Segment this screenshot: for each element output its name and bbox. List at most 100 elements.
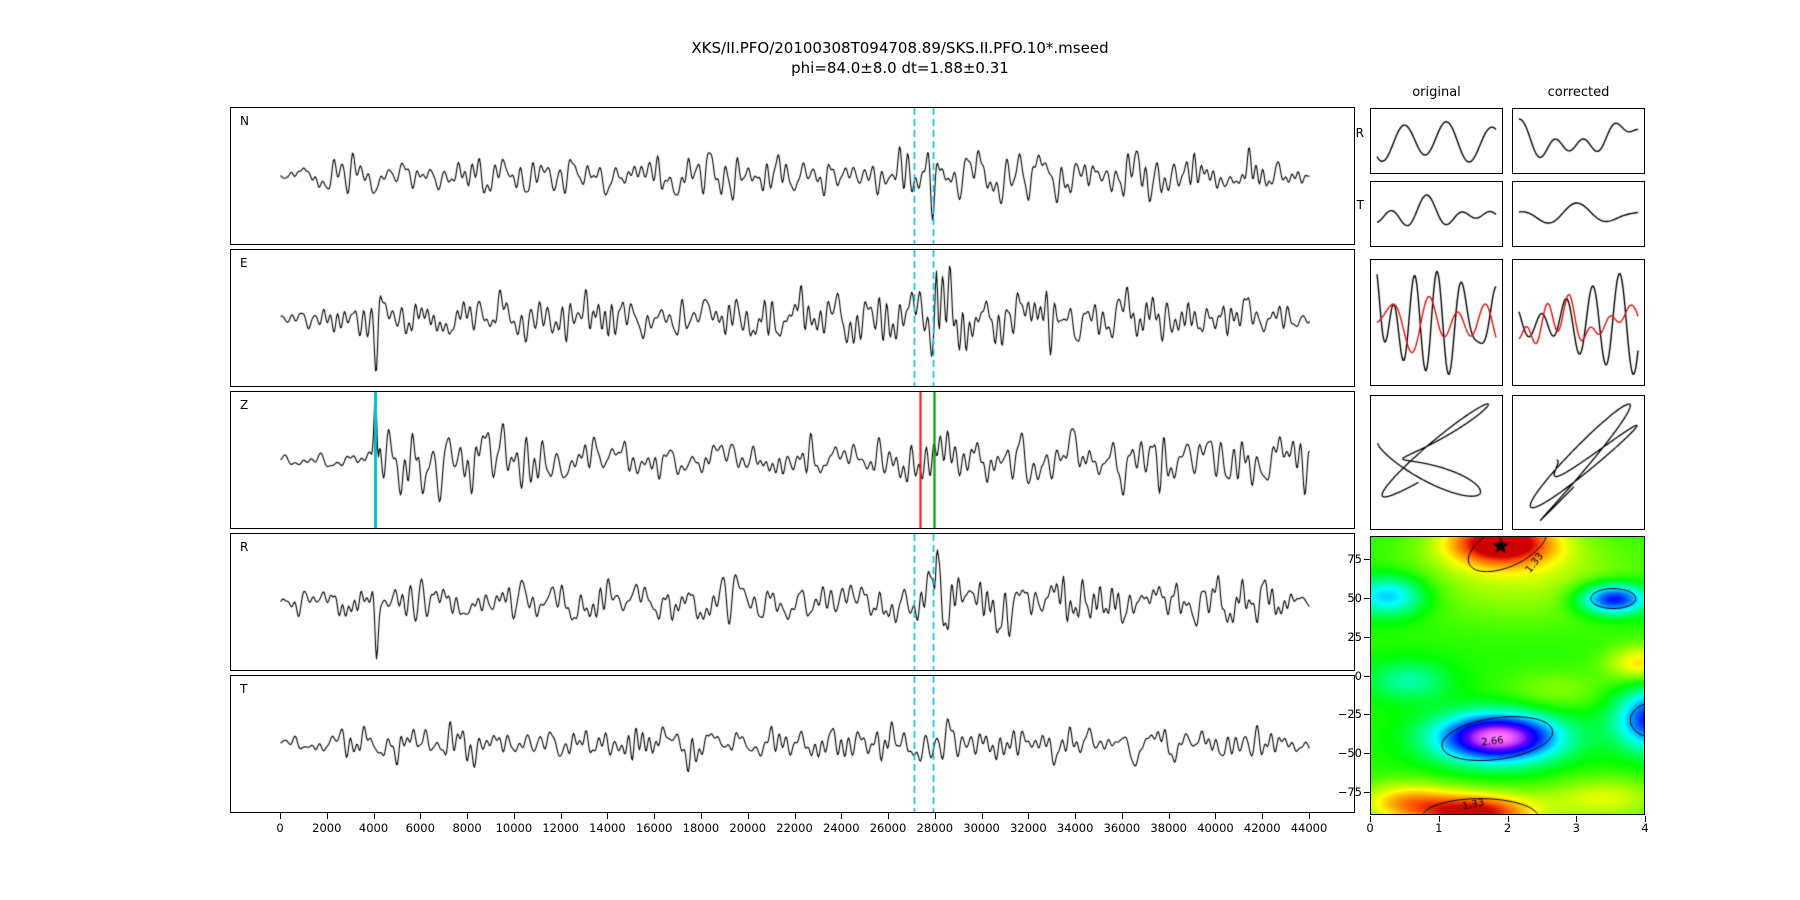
waveform-panel-n: N	[230, 107, 1355, 245]
waveform-trace-t	[231, 676, 1354, 812]
title-line2: phi=84.0±8.0 dt=1.88±0.31	[791, 59, 1009, 77]
waveform-panel-z: Z	[230, 391, 1355, 529]
title-line1: XKS/II.PFO/20100308T094708.89/SKS.II.PFO…	[691, 39, 1109, 57]
particle-motion-corrected	[1513, 396, 1644, 529]
waveform-trace-e	[231, 250, 1354, 386]
side-row-label-t: T	[1356, 198, 1364, 212]
column-header-corrected: corrected	[1547, 85, 1610, 100]
x-tick-mark	[1075, 813, 1077, 819]
x-tick-mark	[607, 813, 609, 819]
overlay-corrected-box	[1512, 259, 1645, 386]
waveform-panel-r: R	[230, 533, 1355, 671]
x-tick-label: 44000	[1290, 821, 1328, 835]
overlay-original-traces	[1371, 260, 1502, 385]
x-tick-label: 12000	[542, 821, 579, 835]
x-tick-mark	[747, 813, 749, 819]
waveform-trace-r	[231, 534, 1354, 670]
x-tick-mark	[280, 813, 281, 819]
x-tick-label: 6000	[405, 821, 435, 835]
map-y-tick-mark	[1364, 559, 1370, 561]
map-y-tick-label: 75	[1347, 552, 1362, 567]
particle-motion-corrected-box	[1512, 395, 1645, 530]
energy-map-box	[1370, 536, 1645, 815]
x-tick-label: 26000	[869, 821, 907, 835]
r-corrected-trace	[1513, 109, 1644, 173]
map-y-tick-mark	[1364, 598, 1370, 599]
x-tick-mark	[373, 813, 375, 819]
map-x-tick-mark	[1507, 816, 1509, 822]
x-tick-mark	[467, 813, 469, 819]
t-corrected-box	[1512, 181, 1645, 247]
map-x-tick-mark	[1576, 816, 1578, 822]
x-tick-mark	[1215, 813, 1217, 819]
x-tick-mark	[794, 813, 796, 819]
x-tick-label: 36000	[1103, 821, 1141, 835]
channel-label-t: T	[240, 682, 248, 696]
overlay-corrected-traces	[1513, 260, 1644, 385]
particle-motion-original	[1371, 396, 1502, 529]
map-x-tick-label: 0	[1366, 821, 1374, 835]
x-tick-label: 2000	[312, 821, 342, 835]
x-tick-label: 10000	[495, 821, 533, 835]
map-x-tick-label: 4	[1641, 821, 1649, 835]
x-tick-mark	[326, 813, 328, 819]
x-tick-mark	[420, 813, 422, 819]
channel-label-e: E	[240, 256, 248, 270]
x-tick-mark	[513, 813, 515, 819]
map-y-tick-label: 50	[1347, 591, 1362, 605]
map-x-tick-label: 1	[1435, 821, 1443, 835]
x-tick-label: 32000	[1010, 821, 1047, 835]
map-y-tick-label: −50	[1337, 746, 1362, 760]
side-row-label-r: R	[1355, 126, 1364, 140]
map-y-tick-label: −25	[1337, 707, 1362, 722]
x-tick-label: 38000	[1150, 821, 1187, 835]
channel-label-z: Z	[240, 398, 249, 412]
t-original-trace	[1371, 182, 1502, 246]
t-corrected-trace	[1513, 182, 1644, 246]
x-tick-label: 22000	[776, 821, 813, 835]
map-y-tick-mark	[1364, 753, 1370, 754]
map-y-tick-mark	[1364, 791, 1370, 793]
x-tick-label: 20000	[729, 821, 767, 835]
x-tick-mark	[1168, 813, 1170, 819]
t-original-box	[1370, 181, 1503, 247]
energy-map	[1371, 537, 1644, 814]
waveform-trace-z	[231, 392, 1354, 528]
map-x-tick-label: 3	[1572, 821, 1580, 835]
map-y-tick-label: 25	[1347, 629, 1362, 644]
x-tick-label: 18000	[682, 821, 720, 835]
channel-label-n: N	[240, 114, 249, 128]
x-tick-label: 24000	[822, 821, 860, 835]
x-tick-label: 42000	[1243, 821, 1281, 835]
x-tick-mark	[1309, 813, 1310, 819]
x-tick-mark	[654, 813, 656, 819]
r-original-box	[1370, 108, 1503, 174]
x-tick-label: 30000	[963, 821, 1000, 835]
map-y-tick-label: 0	[1354, 668, 1362, 683]
map-y-tick-mark	[1364, 675, 1370, 677]
x-tick-mark	[1028, 813, 1030, 819]
map-x-tick-label: 2	[1503, 821, 1512, 835]
x-tick-label: 4000	[358, 821, 389, 835]
map-y-tick-mark	[1364, 714, 1370, 716]
overlay-original-box	[1370, 259, 1503, 386]
r-corrected-box	[1512, 108, 1645, 174]
x-tick-label: 8000	[452, 821, 482, 835]
particle-motion-original-box	[1370, 395, 1503, 530]
x-tick-label: 16000	[635, 821, 673, 835]
x-tick-label: 28000	[916, 821, 954, 835]
map-x-tick-mark	[1370, 816, 1371, 822]
map-x-tick-mark	[1645, 816, 1646, 822]
map-y-tick-mark	[1364, 636, 1370, 638]
x-tick-mark	[560, 813, 562, 819]
x-tick-label: 0	[276, 821, 284, 835]
r-original-trace	[1371, 109, 1502, 173]
x-tick-mark	[1262, 813, 1264, 819]
waveform-panel-t: T	[230, 675, 1355, 813]
waveform-trace-n	[231, 108, 1354, 244]
waveform-panel-e: E	[230, 249, 1355, 387]
x-tick-mark	[981, 813, 983, 819]
x-tick-mark	[700, 813, 702, 819]
x-tick-mark	[841, 813, 843, 819]
